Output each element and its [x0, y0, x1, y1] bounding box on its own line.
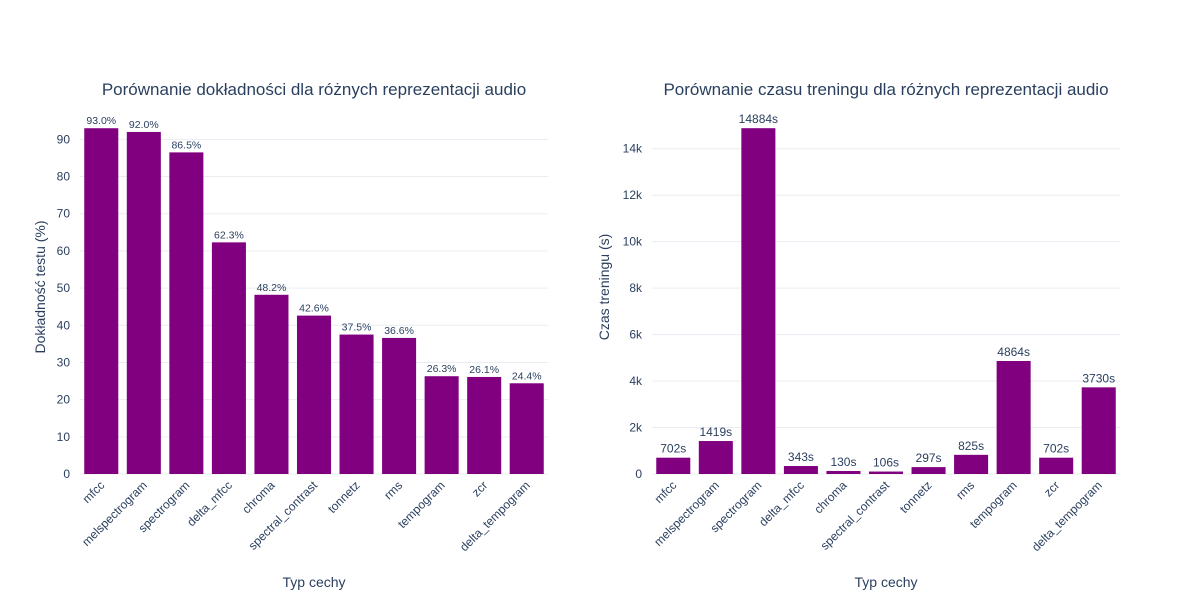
- accuracy-y-ticks: 0 10 20 30 40 50 60 70 80 90: [57, 132, 71, 481]
- accuracy-x-tick-label: rms: [381, 478, 405, 502]
- accuracy-y-tick-label: 0: [63, 467, 70, 481]
- accuracy-bar: [211, 242, 246, 474]
- accuracy-x-tick-label: chroma: [239, 478, 277, 516]
- training-time-bar-label: 3730s: [1082, 371, 1115, 385]
- training-time-bar: [783, 466, 818, 474]
- training-time-bar-label: 825s: [958, 439, 984, 453]
- accuracy-y-tick-label: 20: [57, 393, 71, 407]
- accuracy-bar-label: 62.3%: [214, 229, 244, 241]
- training-time-y-ticks: 0 2k 4k 6k 8k 10k 12k 14k: [623, 142, 643, 481]
- training-time-bar-label: 702s: [1043, 442, 1069, 456]
- accuracy-bar-labels: 93.0% 92.0% 86.5% 62.3% 48.2% 42.6% 37.5% 36.6%…: [86, 115, 541, 382]
- accuracy-bar: [339, 334, 374, 474]
- accuracy-chart-title: Porównanie dokładności dla różnych repre…: [102, 80, 526, 99]
- accuracy-x-tick-label: zcr: [469, 478, 490, 499]
- accuracy-bar-label: 37.5%: [342, 322, 372, 334]
- accuracy-y-tick-label: 70: [57, 207, 71, 221]
- training-time-x-tick-label: zcr: [1041, 478, 1062, 499]
- training-time-bar: [868, 471, 904, 474]
- accuracy-y-tick-label: 50: [57, 281, 71, 295]
- training-time-y-axis-title: Czas treningu (s): [596, 234, 612, 341]
- accuracy-bars: [84, 128, 544, 474]
- training-time-bars: [656, 128, 1116, 474]
- accuracy-bar-label: 24.4%: [512, 370, 542, 382]
- training-time-y-tick-label: 6k: [629, 328, 643, 342]
- training-time-y-tick-label: 8k: [629, 281, 643, 295]
- training-time-bar: [656, 457, 691, 474]
- training-time-x-tick-label: tonnetz: [897, 478, 935, 516]
- training-time-bar: [954, 454, 989, 474]
- accuracy-bar-label: 26.3%: [427, 363, 457, 375]
- accuracy-x-tick-label: tonnetz: [325, 478, 363, 516]
- accuracy-bar-label: 42.6%: [299, 303, 329, 315]
- training-time-y-tick-label: 14k: [623, 142, 643, 156]
- accuracy-chart: Porównanie dokładności dla różnych repre…: [32, 80, 548, 590]
- accuracy-y-tick-label: 80: [57, 170, 71, 184]
- training-time-bar-label: 297s: [916, 451, 942, 465]
- training-time-bar-label: 14884s: [739, 112, 778, 126]
- training-time-chart: Porównanie czasu treningu dla różnych re…: [596, 80, 1120, 590]
- training-time-bar: [1039, 457, 1074, 474]
- training-time-bar: [996, 360, 1031, 474]
- training-time-bar-label: 343s: [788, 450, 814, 464]
- training-time-bar-label: 106s: [873, 456, 899, 470]
- accuracy-bar: [467, 376, 502, 474]
- accuracy-bar: [169, 152, 204, 474]
- training-time-bar: [698, 441, 733, 474]
- training-time-gridlines: [652, 148, 1120, 475]
- training-time-x-tick-label: mfcc: [652, 478, 680, 506]
- training-time-bar-label: 130s: [830, 455, 856, 469]
- accuracy-bar: [296, 315, 332, 474]
- training-time-bar: [1081, 387, 1116, 474]
- accuracy-bar: [84, 128, 119, 474]
- accuracy-bar-label: 86.5%: [171, 139, 201, 151]
- accuracy-bar: [254, 294, 289, 474]
- training-time-bar: [826, 470, 861, 474]
- training-time-bar-label: 4864s: [997, 345, 1030, 359]
- accuracy-bar: [509, 383, 544, 474]
- accuracy-y-axis-title: Dokładność testu (%): [32, 220, 48, 353]
- training-time-x-axis-title: Typ cechy: [854, 574, 917, 590]
- accuracy-bar-label: 93.0%: [86, 115, 116, 127]
- accuracy-y-tick-label: 30: [57, 355, 71, 369]
- training-time-y-tick-label: 4k: [629, 374, 643, 388]
- accuracy-y-tick-label: 60: [57, 244, 71, 258]
- training-time-x-tick-label: chroma: [811, 478, 849, 516]
- training-time-x-tick-label: rms: [953, 478, 977, 502]
- accuracy-y-tick-label: 40: [57, 318, 71, 332]
- accuracy-y-tick-label: 90: [57, 132, 71, 146]
- training-time-y-tick-label: 10k: [623, 235, 643, 249]
- training-time-y-tick-label: 0: [635, 467, 642, 481]
- accuracy-x-axis-title: Typ cechy: [282, 574, 345, 590]
- accuracy-x-tick-label: delta_mfcc: [184, 478, 235, 529]
- accuracy-bar: [382, 337, 417, 474]
- accuracy-x-tick-label: mfcc: [80, 478, 108, 506]
- training-time-bar: [911, 467, 946, 474]
- accuracy-bar: [424, 376, 459, 474]
- accuracy-bar-label: 48.2%: [257, 282, 287, 294]
- training-time-y-tick-label: 2k: [629, 421, 643, 435]
- accuracy-bar-label: 92.0%: [129, 119, 159, 131]
- training-time-bar-label: 1419s: [699, 425, 732, 439]
- accuracy-bar-label: 26.1%: [469, 364, 499, 376]
- accuracy-y-tick-label: 10: [57, 430, 71, 444]
- training-time-bar-labels: 702s 1419s 14884s 343s 130s 106s 297s 825s 4864s…: [660, 112, 1115, 469]
- training-time-bar-label: 702s: [660, 442, 686, 456]
- accuracy-bar-label: 36.6%: [384, 325, 414, 337]
- training-time-bar: [741, 128, 776, 474]
- training-time-x-tick-label: delta_mfcc: [756, 478, 807, 529]
- training-time-chart-title: Porównanie czasu treningu dla różnych re…: [663, 80, 1108, 99]
- training-time-y-tick-label: 12k: [623, 188, 643, 202]
- accuracy-bar: [126, 131, 161, 474]
